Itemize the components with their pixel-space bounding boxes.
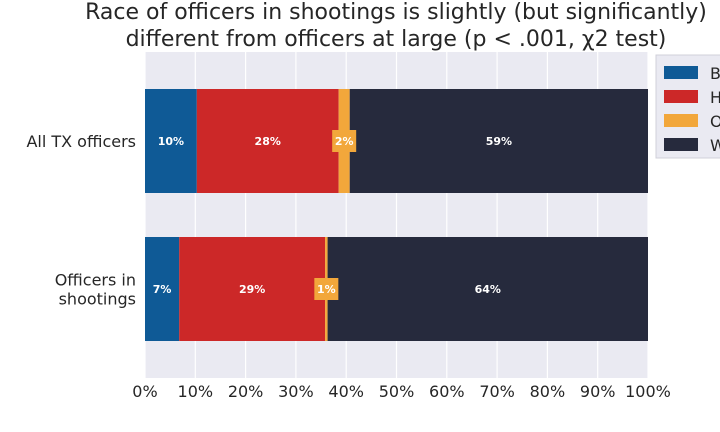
bar-H-0 [196, 89, 339, 193]
x-tick-label-10: 10% [178, 382, 214, 401]
bar-label-H-1: 29% [239, 283, 265, 296]
category-label-1-0: Officers in [55, 271, 136, 290]
legend-label-W: W [710, 136, 720, 155]
x-tick-label-60: 60% [429, 382, 465, 401]
bar-W-1 [327, 237, 648, 341]
x-tick-label-100: 100% [625, 382, 671, 401]
x-tick-label-0: 0% [132, 382, 157, 401]
legend-label-O: O [710, 112, 720, 131]
legend-label-H: H [710, 88, 720, 107]
x-tick-label-50: 50% [379, 382, 415, 401]
x-tick-label-80: 80% [530, 382, 566, 401]
x-tick-label-30: 30% [278, 382, 314, 401]
x-tick-labels: 0% 10% 20% 30% 40% 50% 60% 70% 80% 90% 100% [132, 382, 671, 401]
bar-label-B-0: 10% [158, 135, 184, 148]
bar-B-0 [145, 89, 197, 193]
bar-label-H-0: 28% [255, 135, 281, 148]
legend-swatch-H [664, 90, 698, 103]
x-tick-label-20: 20% [228, 382, 264, 401]
legend-swatch-O [664, 114, 698, 127]
bar-label-W-1: 64% [475, 283, 501, 296]
x-tick-label-90: 90% [580, 382, 616, 401]
bar-W-0 [349, 89, 648, 193]
bar-label-O-0: 2% [335, 135, 354, 148]
legend-swatch-W [664, 138, 698, 151]
bar-label-O-1: 1% [317, 283, 336, 296]
x-tick-label-70: 70% [479, 382, 515, 401]
x-tick-label-40: 40% [328, 382, 364, 401]
bar-labels: 10% 28% 2% 59% 7% 29% 1% 64% [153, 130, 512, 300]
bar-label-box-O-1 [314, 278, 339, 300]
bar-group [145, 89, 648, 341]
legend-swatch-B [664, 66, 698, 79]
bar-B-1 [145, 237, 180, 341]
bar-label-B-1: 7% [153, 283, 172, 296]
bar-label-box-O-0 [332, 130, 357, 152]
category-label-1-1: shootings [59, 290, 136, 309]
bar-label-W-0: 59% [486, 135, 512, 148]
chart-title-line-1: Race of officers in shootings is slightl… [85, 0, 707, 25]
legend-label-B: B [710, 64, 720, 83]
chart-title-line-2: different from officers at large (p < .0… [126, 27, 667, 52]
bar-H-1 [179, 237, 326, 341]
category-label-0-0: All TX officers [26, 132, 136, 151]
